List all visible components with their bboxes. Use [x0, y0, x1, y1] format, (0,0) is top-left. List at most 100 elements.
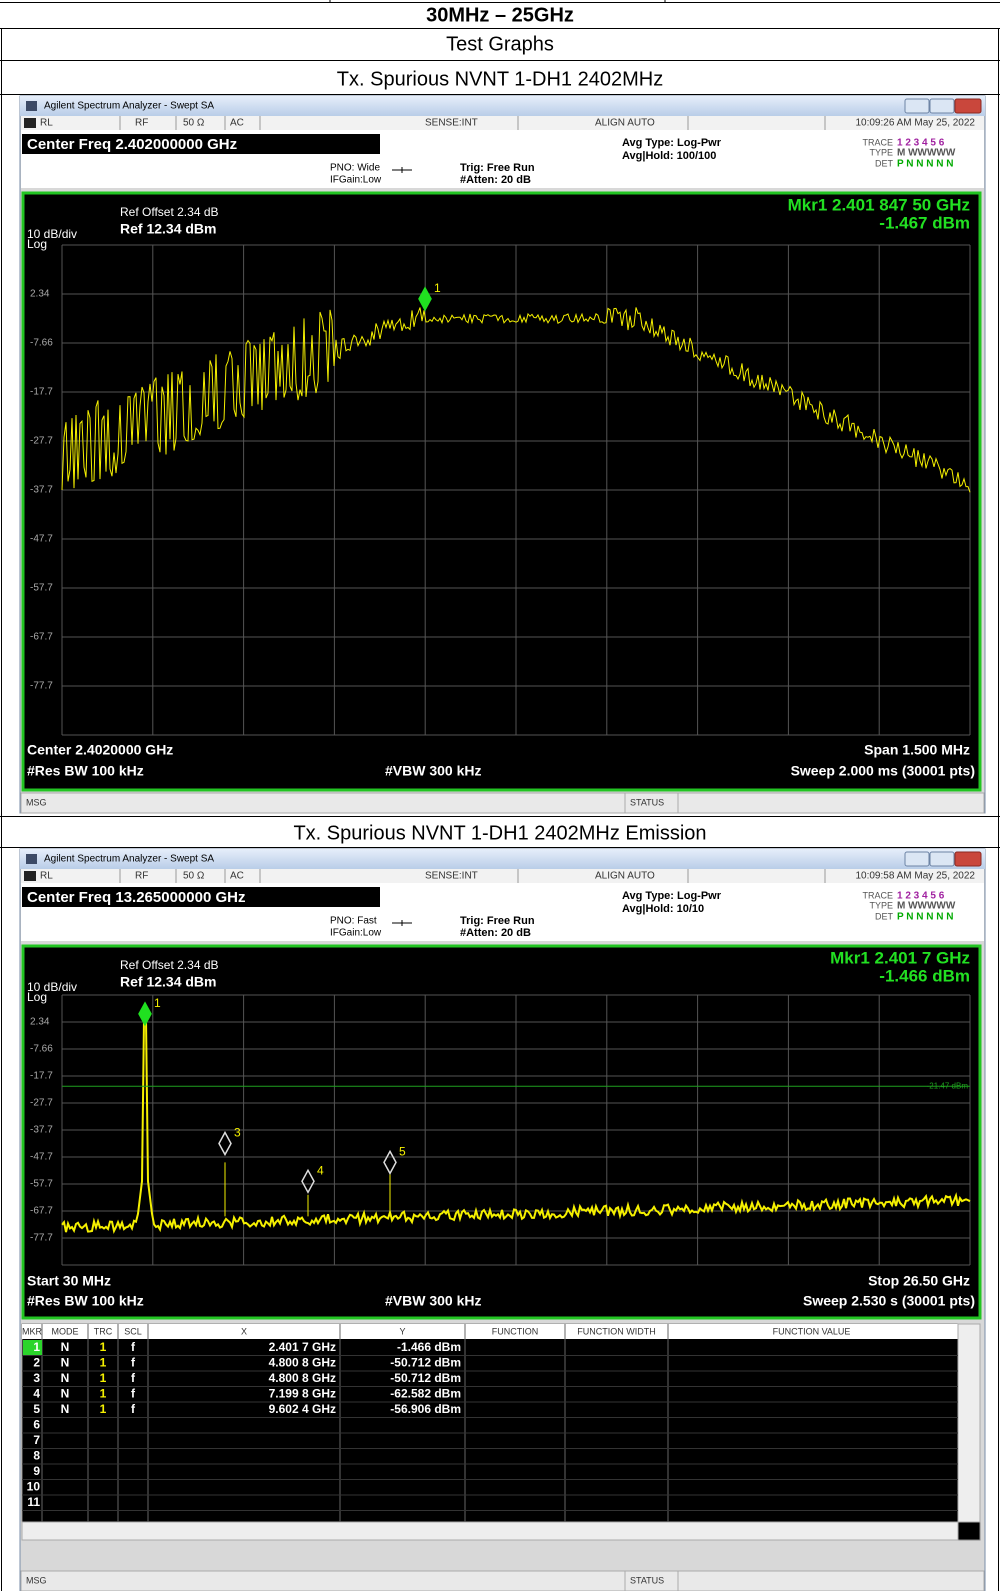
table-header-cell: TRC: [94, 1326, 113, 1336]
trace-info-label: TYPE: [869, 900, 893, 910]
table-cell: 10: [27, 1479, 41, 1493]
table-cell: -62.582 dBm: [390, 1386, 461, 1400]
scale: 10 dB/div: [27, 980, 77, 994]
ref-offset: Ref Offset 2.34 dB: [120, 205, 219, 219]
table-header-cell: FUNCTION: [492, 1326, 539, 1336]
marker-readout: -1.467 dBm: [879, 213, 970, 232]
table-cell: 7.199 8 GHz: [269, 1386, 336, 1400]
trace-info-label: TYPE: [869, 147, 893, 157]
trace-info-value: P N N N N N: [897, 912, 954, 923]
table-cell: 3: [33, 1371, 40, 1385]
status-label: STATUS: [630, 1575, 664, 1585]
table-cell: 7: [33, 1433, 40, 1447]
table-cell: N: [61, 1340, 70, 1354]
window-button: [929, 851, 955, 867]
footer-text: Span 1.500 MHz: [864, 742, 970, 758]
marker-table: [21, 1323, 981, 1541]
table-header-cell: MODE: [52, 1326, 79, 1336]
msg-label: MSG: [26, 1575, 47, 1585]
center-freq-bg: [22, 134, 380, 154]
window-title: Agilent Spectrum Analyzer - Swept SA: [44, 854, 214, 865]
scale-type: Log: [27, 990, 47, 1004]
table-cell: 1: [100, 1386, 107, 1400]
center-freq-bg: [22, 887, 380, 907]
status-text: AC: [230, 118, 244, 129]
table-cell: -50.712 dBm: [390, 1371, 461, 1385]
y-label: 2.34: [30, 1017, 50, 1028]
y-label: -27.7: [30, 436, 53, 447]
y-label: 2.34: [30, 289, 50, 300]
status-text: RL: [40, 871, 53, 882]
graph-area: [21, 944, 982, 1320]
trace-info-value: 1 2 3 4 5 6: [897, 138, 945, 149]
setting: PNO: Fast: [330, 916, 377, 927]
table-cell: f: [131, 1386, 136, 1400]
footer-text: #Res BW 100 kHz: [27, 1293, 144, 1309]
window-button: [904, 851, 930, 867]
table-cell: 6: [33, 1417, 40, 1431]
range-heading: 30MHz – 25GHz: [426, 4, 574, 26]
y-label: -47.7: [30, 534, 53, 545]
table-cell: -1.466 dBm: [397, 1340, 461, 1354]
marker-label: 5: [399, 1145, 406, 1159]
lxi-icon: [24, 118, 36, 128]
trace: [61, 1018, 971, 1234]
y-label: -17.7: [30, 387, 53, 398]
footer-text: Start 30 MHz: [27, 1273, 111, 1289]
trace-info-label: DET: [875, 911, 894, 921]
table-header-cell: MKR: [22, 1326, 43, 1336]
y-label: -77.7: [30, 681, 53, 692]
status-label: STATUS: [630, 797, 664, 807]
y-label: -17.7: [30, 1071, 53, 1082]
marker-readout: Mkr1 2.401 847 50 GHz: [788, 195, 970, 214]
table-cell: 4.800 8 GHz: [269, 1355, 336, 1369]
graph-caption: Tx. Spurious NVNT 1-DH1 2402MHz: [337, 68, 663, 90]
trace: [61, 307, 971, 493]
y-label: -57.7: [30, 583, 53, 594]
app-icon: [26, 854, 37, 864]
status-text: ALIGN AUTO: [595, 871, 655, 882]
status-text: 50 Ω: [183, 118, 205, 129]
setting: Avg Type: Log-Pwr: [622, 890, 722, 902]
trace-info-label: DET: [875, 158, 894, 168]
setting: Avg|Hold: 10/10: [622, 903, 704, 915]
close-button: [954, 98, 982, 114]
footer-text: #VBW 300 kHz: [385, 1293, 481, 1309]
setting: Trig: Free Run: [460, 915, 535, 927]
table-cell: 4.800 8 GHz: [269, 1371, 336, 1385]
status-text: 10:09:26 AM May 25, 2022: [855, 118, 975, 129]
footer-text: Stop 26.50 GHz: [868, 1273, 970, 1289]
ref-level: Ref 12.34 dBm: [120, 974, 216, 990]
table-header-cell: FUNCTION VALUE: [773, 1326, 851, 1336]
setting: Trig: Free Run: [460, 162, 535, 174]
table-header-cell: X: [241, 1326, 247, 1336]
table-header-cell: Y: [399, 1326, 405, 1336]
marker-diamond: [301, 1168, 315, 1194]
marker-label: 1: [154, 996, 161, 1010]
table-header: [22, 1324, 958, 1339]
close-button: [954, 851, 982, 867]
table-cell: N: [61, 1371, 70, 1385]
marker-label: 3: [234, 1126, 241, 1140]
footer-text: #Res BW 100 kHz: [27, 763, 144, 779]
msg-bar: [20, 1570, 985, 1591]
footer-text: Sweep 2.530 s (30001 pts): [803, 1293, 975, 1309]
window-title: Agilent Spectrum Analyzer - Swept SA: [44, 101, 214, 112]
y-label: -37.7: [30, 485, 53, 496]
status-text: SENSE:INT: [425, 871, 478, 882]
y-label: -7.66: [30, 1044, 53, 1055]
footer-text: Center 2.4020000 GHz: [27, 742, 173, 758]
center-freq: Center Freq 13.265000000 GHz: [27, 889, 245, 906]
trace-info-label: TRACE: [862, 137, 893, 147]
setting: Avg Type: Log-Pwr: [622, 137, 722, 149]
trace-info-value: P N N N N N: [897, 159, 954, 170]
section-heading: Test Graphs: [446, 33, 554, 55]
table-cell: N: [61, 1386, 70, 1400]
status-text: 10:09:58 AM May 25, 2022: [855, 871, 975, 882]
y-label: -57.7: [30, 1179, 53, 1190]
table-cell: 1: [100, 1402, 107, 1416]
table-cell: N: [61, 1402, 70, 1416]
